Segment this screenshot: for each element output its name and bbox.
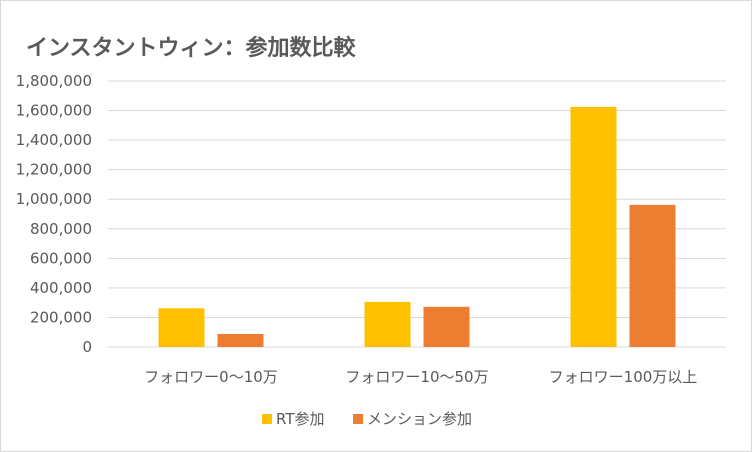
bar-rt-2: [570, 106, 617, 347]
y-tick-label: 600,000: [30, 249, 92, 267]
y-tick-label: 800,000: [30, 220, 92, 238]
y-tick-label: 1,600,000: [16, 102, 92, 120]
y-tick-label: 0: [82, 338, 92, 356]
legend-swatch: [262, 414, 272, 424]
bars: [158, 106, 676, 347]
x-category-label: フォロワー0〜10万: [144, 368, 278, 386]
chart-title: インスタントウィン：参加数比較: [26, 36, 356, 61]
x-axis-categories: フォロワー0〜10万 フォロワー10〜50万 フォロワー100万以上: [144, 368, 697, 386]
bar-rt-1: [364, 301, 411, 347]
legend: RT参加 メンション参加: [262, 410, 472, 428]
bar-mention-0: [217, 333, 264, 347]
bar-mention-1: [423, 306, 470, 347]
y-tick-label: 400,000: [30, 279, 92, 297]
legend-label: メンション参加: [367, 410, 472, 428]
y-tick-label: 1,000,000: [16, 190, 92, 208]
legend-label: RT参加: [276, 410, 325, 428]
x-category-label: フォロワー10〜50万: [345, 368, 488, 386]
y-tick-label: 1,200,000: [16, 161, 92, 179]
legend-swatch: [353, 414, 363, 424]
y-tick-label: 1,800,000: [16, 72, 92, 90]
x-category-label: フォロワー100万以上: [549, 368, 698, 386]
bar-mention-2: [629, 204, 676, 347]
y-tick-label: 1,400,000: [16, 131, 92, 149]
y-tick-label: 200,000: [30, 308, 92, 326]
y-axis-ticks: 0 200,000 400,000 600,000 800,000 1,000,000 1,…: [16, 72, 92, 356]
gridlines: [108, 80, 726, 348]
bar-rt-0: [158, 308, 205, 347]
